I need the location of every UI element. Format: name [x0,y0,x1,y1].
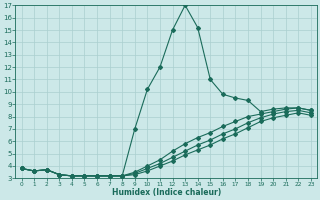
X-axis label: Humidex (Indice chaleur): Humidex (Indice chaleur) [112,188,221,197]
